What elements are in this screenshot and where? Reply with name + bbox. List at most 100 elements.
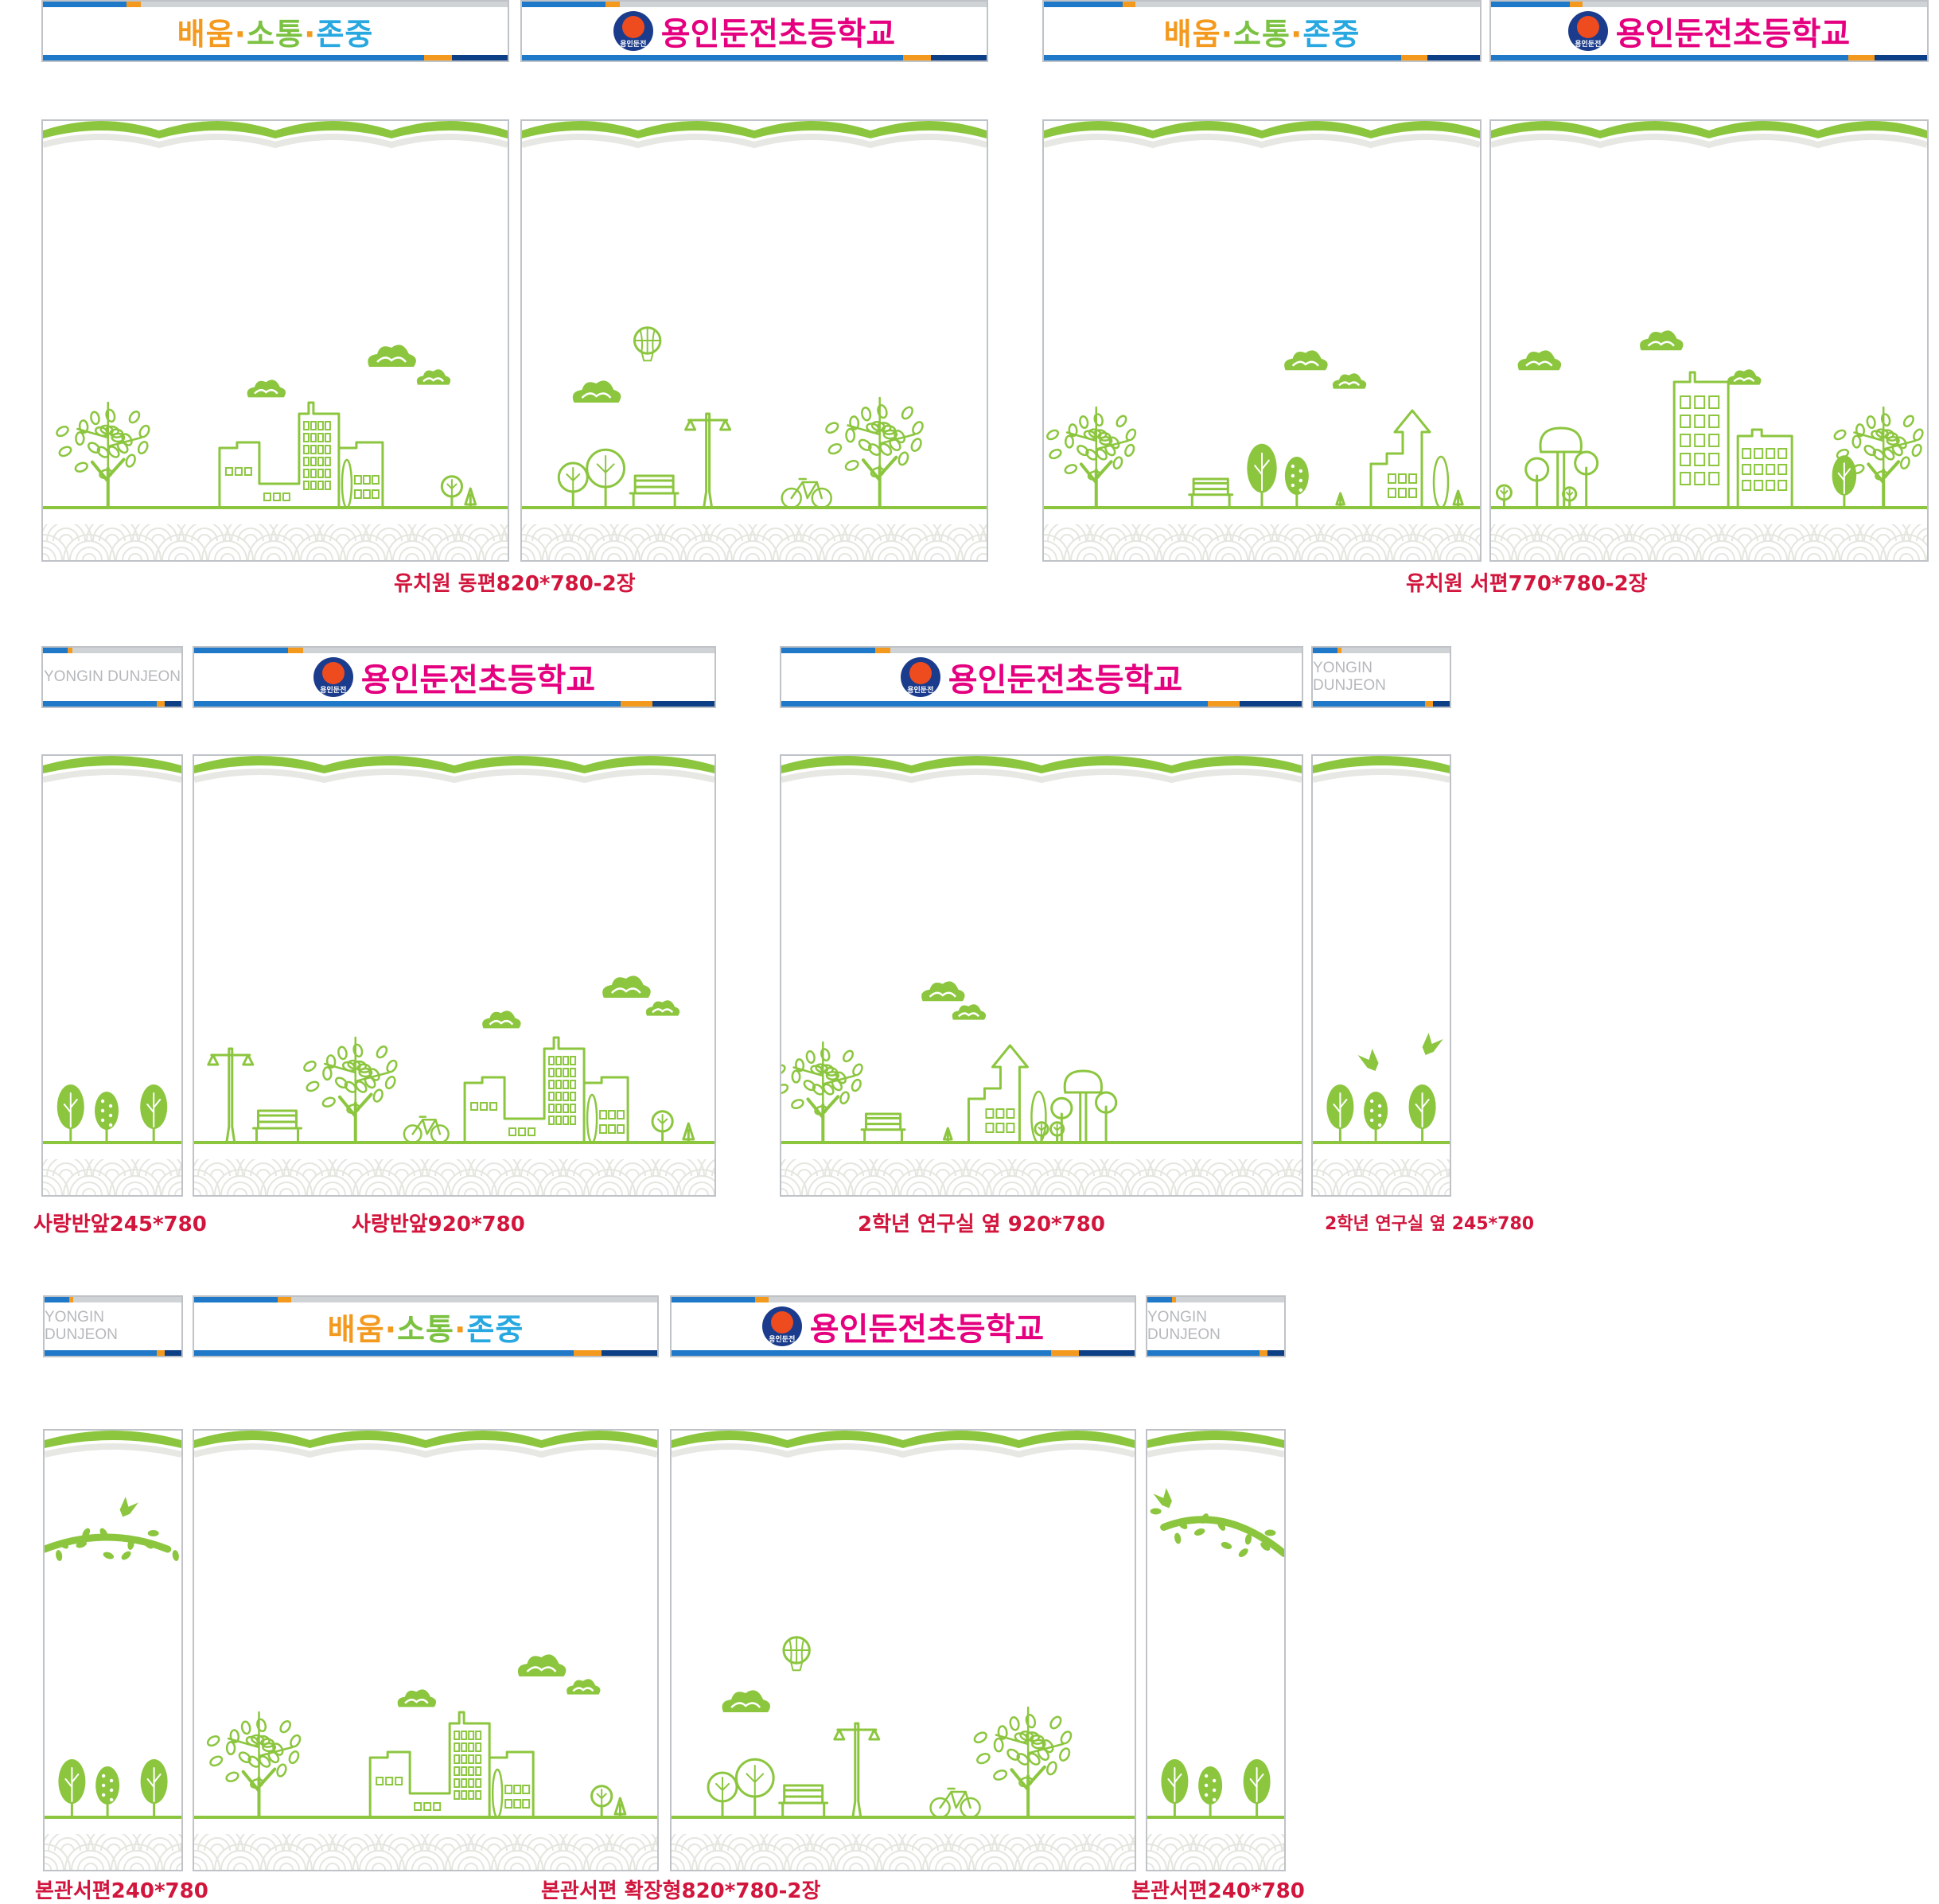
small-tree-icon — [95, 1766, 120, 1819]
tree-icon — [1046, 406, 1137, 509]
tree-icon — [1833, 406, 1924, 509]
tree-icon — [1050, 1069, 1118, 1144]
mural-panel — [520, 119, 988, 562]
cloud-icon — [1332, 373, 1367, 389]
cloud-icon — [1517, 350, 1562, 371]
english-sign: YONGIN DUNJEON — [1146, 1295, 1286, 1357]
small-tree-icon — [1198, 1766, 1223, 1819]
mural-illustration — [194, 756, 714, 1195]
tree-icon — [56, 401, 150, 509]
small-tree-icon — [1247, 443, 1277, 509]
small-tree-icon — [464, 487, 477, 509]
branch-icon — [45, 1528, 179, 1561]
small-tree-icon — [440, 475, 464, 509]
mural-illustration — [1147, 1431, 1284, 1870]
school-emblem-icon: 용인둔전 — [1567, 11, 1608, 51]
small-tree-icon — [56, 1084, 84, 1144]
small-tree-icon — [140, 1759, 168, 1819]
school-name-sign: 용인둔전 용인둔전초등학교 — [780, 646, 1303, 708]
mural-panel — [41, 119, 509, 562]
panel-caption: 2학년 연구실 옆 245*780 — [1325, 1214, 1535, 1234]
tree-icon — [1524, 426, 1599, 509]
school-name: 용인둔전초등학교 — [660, 16, 896, 53]
mural-panel — [193, 1429, 659, 1871]
bicycle-icon — [403, 1116, 450, 1144]
small-tree-icon — [590, 1785, 613, 1819]
small-tree-icon — [613, 1797, 627, 1819]
english-sign: YONGIN DUNJEON — [1311, 646, 1451, 708]
buildings-icon — [463, 1036, 629, 1144]
small-tree-icon — [682, 1122, 695, 1144]
mural-panel — [1042, 119, 1482, 562]
school-emblem-icon: 용인둔전 — [761, 1306, 802, 1346]
slogan-sign: 배움·소통·존중 — [1042, 0, 1482, 62]
cloud-icon — [247, 380, 286, 398]
small-tree-icon — [58, 1759, 86, 1819]
cloud-icon — [482, 1010, 521, 1029]
small-tree-icon — [557, 461, 589, 509]
cloud-icon — [368, 345, 416, 367]
panel-caption: 본관서편240*780 — [35, 1879, 208, 1903]
cloud-icon — [397, 1689, 437, 1707]
hot-air-balloon-icon — [633, 326, 662, 362]
panel-caption: 본관서편240*780 — [1131, 1879, 1305, 1903]
mural-panel — [1311, 754, 1451, 1197]
school-emblem-icon: 용인둔전 — [313, 657, 353, 697]
mural-illustration — [43, 756, 181, 1195]
cloud-icon — [517, 1654, 567, 1676]
mural-panel — [1146, 1429, 1286, 1871]
tree-icon — [973, 1706, 1073, 1819]
streetlamp-icon — [207, 1047, 255, 1144]
cloud-icon — [1727, 369, 1762, 385]
school-name: 용인둔전초등학교 — [360, 662, 596, 699]
house-icon — [967, 1044, 1047, 1144]
school-name-sign: 용인둔전 용인둔전초등학교 — [193, 646, 716, 708]
bicycle-icon — [929, 1787, 981, 1819]
mural-illustration — [1491, 121, 1927, 560]
small-tree-icon — [734, 1758, 775, 1819]
small-tree-icon — [1335, 492, 1345, 509]
school-name: 용인둔전초등학교 — [1615, 16, 1851, 53]
bench-icon — [629, 474, 679, 509]
cloud-icon — [602, 975, 651, 998]
cloud-icon — [572, 380, 621, 403]
panel-caption: 사랑반앞920*780 — [352, 1213, 525, 1236]
school-emblem-icon: 용인둔전 — [900, 657, 940, 697]
school-name: 용인둔전초등학교 — [948, 662, 1183, 699]
tree-icon — [825, 396, 924, 509]
slogan-sign: 배움·소통·존중 — [41, 0, 509, 62]
tree-icon — [781, 1041, 863, 1144]
branch-icon — [1150, 1508, 1284, 1558]
panel-caption: 사랑반앞245*780 — [33, 1213, 207, 1236]
bird-icon — [1357, 1049, 1379, 1071]
cloud-icon — [952, 1004, 987, 1020]
panel-caption: 유치원 동편820*780-2장 — [394, 572, 636, 596]
cloud-icon — [1640, 330, 1684, 351]
cloud-icon — [722, 1690, 771, 1712]
mural-illustration — [1044, 121, 1480, 560]
cloud-icon — [1284, 350, 1328, 371]
english-sign: YONGIN DUNJEON — [41, 646, 183, 708]
small-tree-icon — [1161, 1759, 1189, 1819]
mural-illustration — [43, 121, 508, 560]
small-tree-icon — [942, 1127, 953, 1144]
cloud-icon — [567, 1679, 601, 1695]
slogan-text: 배움·소통·존중 — [327, 1311, 524, 1347]
mural-illustration — [672, 1431, 1135, 1870]
mural-illustration — [194, 1431, 657, 1870]
small-tree-icon — [1243, 1759, 1271, 1819]
cloud-icon — [416, 369, 451, 385]
cloud-icon — [645, 1000, 680, 1016]
bench-icon — [1188, 477, 1234, 509]
bird-icon — [1422, 1033, 1443, 1055]
mural-panel — [1489, 119, 1929, 562]
mural-illustration — [522, 121, 987, 560]
buildings-icon — [368, 1711, 535, 1819]
school-name-sign: 용인둔전 용인둔전초등학교 — [1489, 0, 1929, 62]
small-tree-icon — [1495, 484, 1513, 509]
hot-air-balloon-icon — [782, 1636, 811, 1672]
buildings-icon — [218, 401, 384, 509]
buildings-icon — [1672, 371, 1793, 509]
small-tree-icon — [1364, 1092, 1388, 1144]
small-tree-icon — [95, 1092, 119, 1144]
